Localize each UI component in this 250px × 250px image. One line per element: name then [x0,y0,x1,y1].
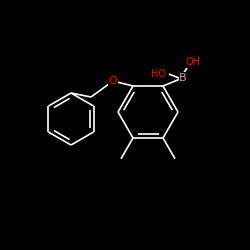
Text: O: O [108,76,118,86]
Text: OH: OH [186,57,200,67]
Text: HO: HO [152,69,166,79]
Text: B: B [179,73,187,83]
